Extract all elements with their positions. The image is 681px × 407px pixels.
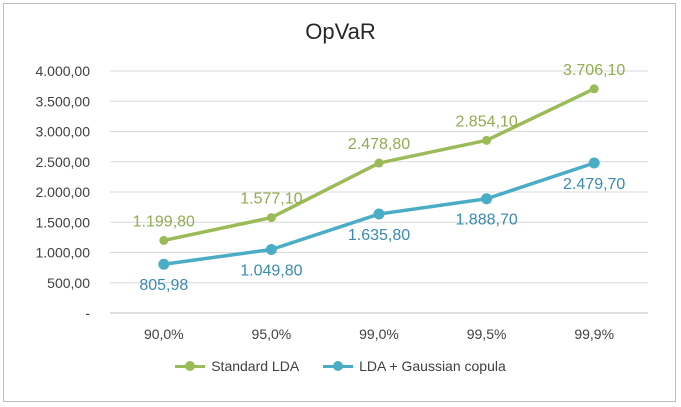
y-tick-label: 4.000,00 bbox=[36, 63, 91, 79]
x-tick-label: 99,9% bbox=[574, 326, 614, 342]
chart-title: OpVaR bbox=[305, 19, 376, 44]
y-tick-label: 500,00 bbox=[47, 275, 90, 291]
legend-label-lda-gaussian-copula: LDA + Gaussian copula bbox=[359, 358, 506, 374]
data-label-standard-lda: 2.854,10 bbox=[455, 113, 517, 130]
y-axis-tick-labels: - 500,00 1.000,00 1.500,00 2.000,00 2.500,00 3… bbox=[36, 63, 91, 321]
y-tick-label: 3.000,00 bbox=[36, 124, 91, 140]
legend-item-lda-gaussian-copula[interactable]: LDA + Gaussian copula bbox=[323, 358, 506, 374]
data-point-lda-gaussian-copula bbox=[265, 243, 277, 255]
data-label-standard-lda: 1.577,10 bbox=[240, 191, 302, 208]
data-point-standard-lda bbox=[589, 84, 599, 94]
data-point-lda-gaussian-copula bbox=[481, 193, 493, 205]
legend-swatch-standard-lda bbox=[175, 359, 206, 373]
data-point-lda-gaussian-copula bbox=[373, 208, 385, 220]
data-labels: 1.199,80 1.577,10 2.478,80 2.854,10 3.706,10… bbox=[133, 62, 626, 294]
series-points bbox=[158, 84, 600, 270]
data-point-standard-lda bbox=[374, 158, 384, 168]
data-point-standard-lda bbox=[266, 213, 276, 223]
data-label-lda-gaussian-copula: 1.888,70 bbox=[455, 212, 517, 229]
x-tick-label: 99,0% bbox=[359, 326, 399, 342]
data-point-standard-lda bbox=[482, 135, 492, 145]
chart-frame bbox=[3, 3, 676, 402]
y-tick-label: 1.000,00 bbox=[36, 245, 91, 261]
x-tick-label: 95,0% bbox=[252, 326, 292, 342]
data-label-lda-gaussian-copula: 1.635,80 bbox=[348, 227, 410, 244]
x-tick-label: 90,0% bbox=[144, 326, 184, 342]
x-tick-label: 99,5% bbox=[467, 326, 507, 342]
y-tick-label: 3.500,00 bbox=[36, 93, 91, 109]
legend-label-standard-lda: Standard LDA bbox=[211, 358, 300, 374]
data-label-lda-gaussian-copula: 2.479,70 bbox=[563, 176, 625, 193]
y-tick-label: 1.500,00 bbox=[36, 214, 91, 230]
legend-swatch-lda-gaussian-copula bbox=[323, 359, 354, 373]
data-label-lda-gaussian-copula: 805,98 bbox=[139, 277, 188, 294]
x-axis-tick-labels: 90,0% 95,0% 99,0% 99,5% 99,9% bbox=[144, 326, 614, 342]
data-label-standard-lda: 1.199,80 bbox=[133, 213, 195, 230]
data-label-standard-lda: 2.478,80 bbox=[348, 136, 410, 153]
data-point-standard-lda bbox=[159, 235, 169, 245]
y-tick-label: 2.000,00 bbox=[36, 184, 91, 200]
data-point-lda-gaussian-copula bbox=[588, 157, 600, 169]
legend: Standard LDA LDA + Gaussian copula bbox=[0, 358, 681, 376]
y-tick-label: - bbox=[85, 305, 90, 321]
data-point-lda-gaussian-copula bbox=[158, 258, 170, 270]
y-tick-label: 2.500,00 bbox=[36, 154, 91, 170]
legend-item-standard-lda[interactable]: Standard LDA bbox=[175, 358, 299, 374]
data-label-standard-lda: 3.706,10 bbox=[563, 62, 625, 79]
data-label-lda-gaussian-copula: 1.049,80 bbox=[240, 262, 302, 279]
